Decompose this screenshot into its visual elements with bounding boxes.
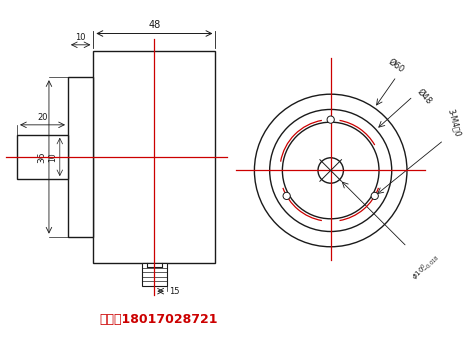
Text: 20: 20: [37, 113, 48, 122]
Text: 手机：18017028721: 手机：18017028721: [100, 313, 218, 326]
Bar: [142, 263, 167, 286]
Circle shape: [282, 122, 378, 219]
Circle shape: [317, 158, 343, 183]
Bar: [68, 77, 93, 237]
Text: 15: 15: [169, 287, 180, 296]
Text: Ø60: Ø60: [386, 57, 405, 75]
Circle shape: [370, 192, 377, 199]
Text: 48: 48: [148, 20, 160, 30]
Circle shape: [254, 94, 406, 247]
Text: 10: 10: [75, 33, 86, 42]
Text: 3-M4深0: 3-M4深0: [445, 108, 461, 138]
Text: 36: 36: [37, 151, 46, 163]
Circle shape: [282, 192, 290, 199]
Text: 10: 10: [49, 152, 57, 162]
Text: $\phi$10$^{0}_{-0.018}$: $\phi$10$^{0}_{-0.018}$: [408, 251, 441, 285]
Text: Ø48: Ø48: [414, 87, 432, 106]
Bar: [17, 135, 68, 179]
Bar: [93, 51, 215, 263]
Circle shape: [326, 116, 334, 123]
